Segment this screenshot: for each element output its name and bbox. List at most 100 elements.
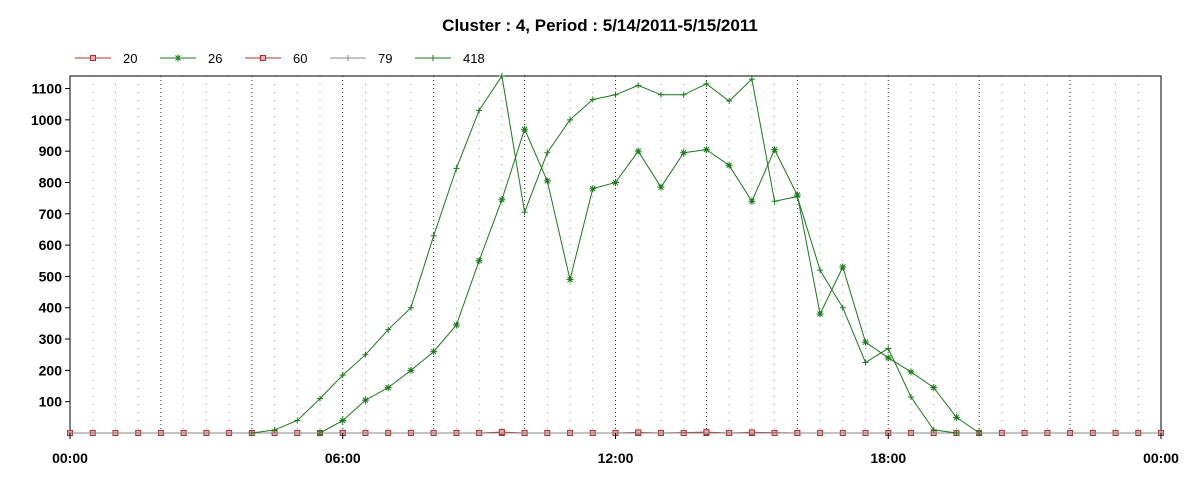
data-point: [543, 177, 551, 185]
y-tick-label: 200: [39, 362, 63, 378]
data-point: [817, 267, 824, 274]
legend-label: 26: [208, 51, 222, 66]
plot-frame: [69, 75, 1162, 434]
data-point: [339, 372, 346, 379]
data-point: [907, 393, 914, 400]
x-tick-label: 06:00: [325, 450, 361, 466]
data-point: [725, 161, 733, 169]
legend-label: 418: [463, 51, 485, 66]
y-tick-label: 700: [39, 206, 63, 222]
y-tick-label: 800: [39, 174, 63, 190]
data-point: [339, 416, 347, 424]
data-point: [862, 359, 869, 366]
y-tick-label: 400: [39, 300, 63, 316]
data-point: [544, 149, 551, 156]
data-point: [498, 196, 506, 204]
data-point: [862, 338, 870, 346]
series-26: [316, 125, 983, 437]
data-point: [885, 345, 892, 352]
plot-area: [67, 73, 1164, 437]
data-point: [452, 321, 460, 329]
legend-marker: [345, 55, 351, 61]
data-point: [521, 125, 529, 133]
data-point: [498, 429, 505, 436]
data-point: [816, 310, 824, 318]
chart-title: Cluster : 4, Period : 5/14/2011-5/15/201…: [442, 16, 758, 35]
data-point: [612, 91, 619, 98]
grid: [92, 76, 1139, 433]
data-point: [680, 91, 687, 98]
data-point: [430, 232, 437, 239]
legend-marker: [430, 55, 436, 61]
y-tick-label: 600: [39, 237, 63, 253]
data-point: [748, 197, 756, 205]
legend-label: 79: [378, 51, 392, 66]
data-point: [703, 80, 710, 87]
data-point: [407, 366, 415, 374]
series-418: [248, 73, 960, 436]
legend: 20 26 60 79 418: [75, 51, 485, 66]
data-point: [589, 96, 596, 103]
y-tick-label: 500: [39, 268, 63, 284]
data-point: [362, 351, 369, 358]
data-point: [566, 276, 574, 284]
series-line-418: [251, 74, 957, 434]
data-point: [521, 209, 528, 216]
data-point: [271, 426, 278, 433]
data-point: [930, 426, 937, 433]
x-tick-label: 18:00: [870, 450, 906, 466]
tick-labels: 100 200 300 400 500 600 700 800 900 1000 1100 00:00…: [31, 81, 1179, 466]
x-tick-label: 12:00: [598, 450, 634, 466]
data-point: [635, 82, 642, 89]
series-line-26: [319, 127, 980, 434]
data-point: [952, 413, 960, 421]
data-point: [771, 146, 779, 154]
data-point: [657, 183, 665, 191]
data-point: [634, 147, 642, 155]
data-point: [248, 430, 255, 436]
data-point: [589, 185, 597, 193]
legend-marker: [90, 55, 96, 61]
data-point: [771, 198, 778, 205]
data-point: [635, 429, 642, 436]
y-tick-label: 1000: [31, 112, 62, 128]
data-point: [726, 98, 733, 105]
data-point: [317, 395, 324, 402]
data-point: [498, 73, 505, 79]
data-point: [361, 396, 369, 404]
y-tick-label: 300: [39, 331, 63, 347]
data-point: [430, 348, 438, 356]
x-tick-label: 00:00: [52, 450, 88, 466]
data-point: [453, 165, 460, 172]
data-point: [680, 149, 688, 157]
legend-label: 20: [123, 51, 137, 66]
data-point: [907, 368, 915, 376]
data-point: [294, 417, 301, 424]
data-point: [794, 193, 801, 200]
legend-marker: [174, 54, 182, 62]
data-point: [385, 326, 392, 333]
axes: [69, 75, 1162, 434]
legend-marker: [260, 55, 266, 61]
data-point: [384, 384, 392, 392]
data-point: [703, 429, 710, 436]
x-tick-label: 00:00: [1143, 450, 1179, 466]
y-tick-label: 100: [39, 394, 63, 410]
data-point: [567, 116, 574, 123]
y-tick-label: 1100: [32, 81, 63, 97]
data-point: [953, 430, 960, 436]
data-point: [839, 263, 847, 271]
data-point: [930, 384, 938, 392]
data-point: [884, 354, 892, 362]
data-point: [839, 304, 846, 311]
data-point: [612, 178, 619, 186]
data-point: [407, 304, 414, 311]
data-point: [702, 146, 710, 154]
legend-label: 60: [293, 51, 307, 66]
y-tick-label: 900: [39, 143, 63, 159]
data-point: [475, 257, 483, 265]
data-point: [657, 91, 664, 98]
data-point: [748, 429, 755, 436]
data-point: [748, 76, 755, 83]
